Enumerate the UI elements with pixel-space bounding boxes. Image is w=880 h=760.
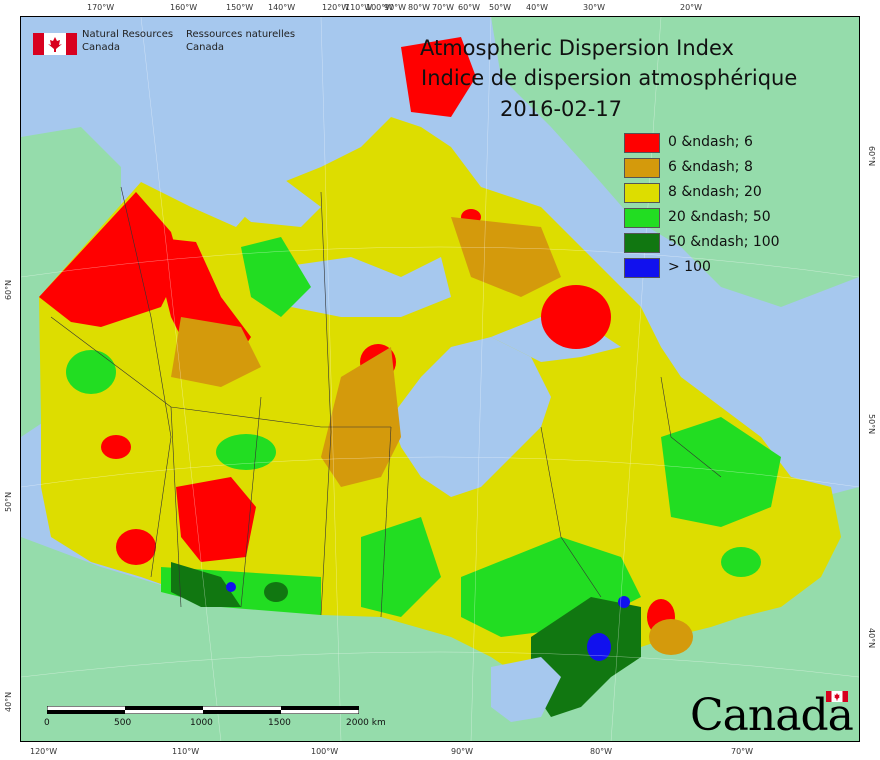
right-tick: 40°N bbox=[867, 628, 876, 649]
orange-nwt bbox=[171, 317, 261, 387]
top-tick: 160°W bbox=[170, 3, 198, 12]
canada-flag-icon bbox=[33, 33, 77, 55]
legend-label: 8 &ndash; 20 bbox=[668, 184, 762, 200]
arctic-channel bbox=[281, 257, 451, 317]
orange-baffin bbox=[451, 217, 561, 297]
scale-label: 0 bbox=[44, 718, 50, 728]
orange-qc bbox=[649, 619, 693, 655]
legend-item: > 100 bbox=[624, 258, 844, 278]
greenland bbox=[491, 17, 859, 307]
orange-hudson bbox=[321, 347, 401, 487]
legend-label: 0 &ndash; 6 bbox=[668, 134, 753, 150]
top-tick: 120°W bbox=[322, 3, 350, 12]
legend-item: 8 &ndash; 20 bbox=[624, 183, 844, 203]
legend-item: 20 &ndash; 50 bbox=[624, 208, 844, 228]
legend-item: 0 &ndash; 6 bbox=[624, 133, 844, 153]
europe-patch bbox=[811, 17, 859, 57]
green-ontario-n bbox=[361, 517, 441, 617]
bottom-axis bbox=[0, 741, 880, 760]
legend-swatch bbox=[624, 208, 660, 228]
blue-ontario bbox=[587, 633, 611, 661]
top-tick: 70°W bbox=[432, 3, 455, 12]
top-tick: 110°W bbox=[345, 3, 373, 12]
title-en: Atmospheric Dispersion Index bbox=[420, 36, 734, 60]
bottom-tick: 80°W bbox=[590, 747, 613, 756]
legend-item: 50 &ndash; 100 bbox=[624, 233, 844, 253]
title-date: 2016-02-17 bbox=[500, 97, 623, 121]
scale-bar bbox=[47, 706, 359, 714]
red-alberta bbox=[176, 477, 256, 562]
agency-fr-line2: Canada bbox=[186, 42, 225, 53]
red-baffin bbox=[541, 285, 611, 349]
legend-item: 6 &ndash; 8 bbox=[624, 158, 844, 178]
top-tick: 100°W bbox=[366, 3, 394, 12]
provincial-boundaries bbox=[50, 186, 722, 618]
top-tick: 80°W bbox=[408, 3, 431, 12]
bottom-tick: 120°W bbox=[30, 747, 58, 756]
agency-fr: Ressources naturelles Canada bbox=[186, 28, 295, 54]
red-bc bbox=[116, 529, 156, 565]
legend-swatch bbox=[624, 233, 660, 253]
scale-label: 2000 km bbox=[346, 718, 386, 728]
arctic-channel-2 bbox=[221, 177, 321, 227]
top-axis bbox=[0, 0, 880, 17]
top-tick: 90°W bbox=[384, 3, 407, 12]
top-tick: 60°W bbox=[458, 3, 481, 12]
legend-label: 50 &ndash; 100 bbox=[668, 234, 780, 250]
left-tick: 50°N bbox=[4, 491, 13, 512]
legend-swatch bbox=[624, 258, 660, 278]
top-tick: 140°W bbox=[268, 3, 296, 12]
agency-fr-line1: Ressources naturelles bbox=[186, 29, 296, 40]
top-tick: 170°W bbox=[87, 3, 115, 12]
legend-label: 20 &ndash; 50 bbox=[668, 209, 771, 225]
darkgreen-dot bbox=[264, 582, 288, 602]
green-ns bbox=[721, 547, 761, 577]
dispersion-map bbox=[21, 17, 859, 742]
green-labrador bbox=[661, 417, 781, 527]
darkgreen-prairie bbox=[171, 562, 241, 607]
top-tick: 150°W bbox=[226, 3, 254, 12]
darkgreen-ontario bbox=[531, 597, 641, 717]
left-tick: 60°N bbox=[4, 279, 13, 300]
usa bbox=[21, 487, 859, 742]
left-axis bbox=[0, 16, 21, 742]
bottom-tick: 90°W bbox=[451, 747, 474, 756]
scale-label: 1000 bbox=[190, 718, 213, 728]
blue-ontario-2 bbox=[618, 596, 630, 608]
bottom-tick: 70°W bbox=[731, 747, 754, 756]
left-tick: 40°N bbox=[4, 691, 13, 712]
blue-prairie bbox=[226, 582, 236, 592]
scale-label: 1500 bbox=[268, 718, 291, 728]
wordmark-flag-icon bbox=[826, 691, 848, 702]
red-bc-2 bbox=[101, 435, 131, 459]
top-tick: 20°W bbox=[680, 3, 703, 12]
legend-label: 6 &ndash; 8 bbox=[668, 159, 753, 175]
bottom-tick: 110°W bbox=[172, 747, 200, 756]
green-alberta bbox=[216, 434, 276, 470]
bottom-tick: 100°W bbox=[311, 747, 339, 756]
top-tick: 30°W bbox=[583, 3, 606, 12]
legend-swatch bbox=[624, 158, 660, 178]
right-tick: 60°N bbox=[867, 146, 876, 167]
agency-en-line2: Canada bbox=[82, 42, 121, 53]
graticule bbox=[21, 17, 859, 742]
great-lakes bbox=[491, 657, 561, 722]
agency-en: Natural Resources Canada bbox=[82, 28, 173, 54]
legend-swatch bbox=[624, 133, 660, 153]
right-tick: 50°N bbox=[867, 414, 876, 435]
right-axis bbox=[859, 16, 880, 742]
legend-swatch bbox=[624, 183, 660, 203]
green-bc bbox=[66, 350, 116, 394]
title-fr: Indice de dispersion atmosphérique bbox=[421, 66, 798, 90]
top-tick: 50°W bbox=[489, 3, 512, 12]
agency-en-line1: Natural Resources bbox=[82, 29, 174, 40]
red-ellesmere bbox=[401, 37, 476, 117]
legend-label: > 100 bbox=[668, 259, 711, 275]
top-tick: 40°W bbox=[526, 3, 549, 12]
green-arctic bbox=[241, 237, 311, 317]
scale-label: 500 bbox=[114, 718, 132, 728]
